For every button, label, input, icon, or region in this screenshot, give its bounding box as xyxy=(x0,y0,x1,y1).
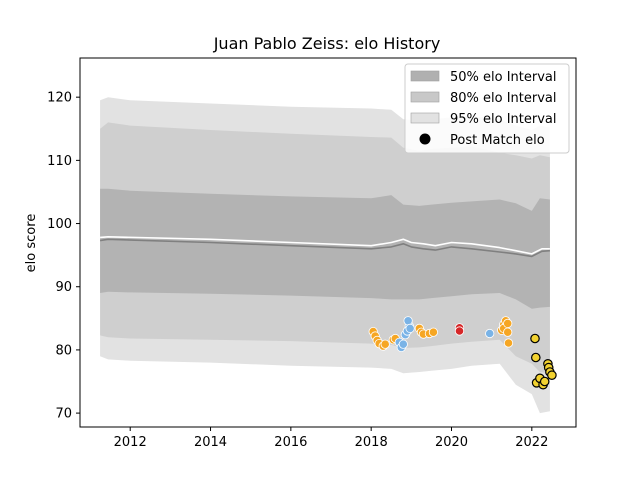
y-tick-label: 90 xyxy=(55,280,72,295)
x-tick-label: 2018 xyxy=(355,435,388,450)
y-tick-label: 110 xyxy=(47,154,72,169)
plot-frame xyxy=(79,57,577,428)
post-match-point xyxy=(403,316,413,326)
y-tick-label: 120 xyxy=(47,91,72,106)
chart-title: Juan Pablo Zeiss: elo History xyxy=(213,34,441,53)
post-match-point xyxy=(428,327,438,337)
legend-label: 95% elo Interval xyxy=(450,112,557,127)
legend-label: Post Match elo xyxy=(450,133,545,148)
legend-swatch xyxy=(410,91,440,103)
x-tick-label: 2014 xyxy=(194,435,227,450)
y-tick-label: 100 xyxy=(47,217,72,232)
post-match-point xyxy=(547,370,557,380)
y-tick-label: 80 xyxy=(55,343,72,358)
post-match-point xyxy=(405,323,415,333)
legend-label: 80% elo Interval xyxy=(450,91,557,106)
y-axis-label: elo score xyxy=(24,214,39,273)
band-50 xyxy=(100,188,550,309)
legend: 50% elo Interval 80% elo Interval 95% elo … xyxy=(404,63,570,154)
post-match-point xyxy=(454,326,465,336)
legend-swatch xyxy=(410,70,440,82)
elo-line-0 xyxy=(100,236,550,255)
legend-label: 50% elo Interval xyxy=(450,70,557,85)
legend-swatch xyxy=(410,112,440,124)
post-match-point xyxy=(530,352,541,363)
interval-bands xyxy=(100,97,550,414)
x-axis: 2012 2014 2016 2018 2020 2022 xyxy=(114,427,548,450)
post-match-point xyxy=(503,338,514,348)
x-tick-label: 2020 xyxy=(435,435,468,450)
legend-box xyxy=(404,63,570,154)
y-tick-label: 70 xyxy=(55,407,72,422)
post-match-point xyxy=(539,376,550,387)
post-match-points xyxy=(368,316,557,390)
post-match-point xyxy=(503,327,513,337)
post-match-point xyxy=(530,333,540,344)
elo-lines xyxy=(99,236,550,258)
x-tick-label: 2012 xyxy=(114,435,147,450)
elo-line-1 xyxy=(99,238,550,258)
x-tick-label: 2022 xyxy=(515,435,548,450)
post-match-point xyxy=(380,339,390,349)
y-axis: 70 80 90 100 110 120 xyxy=(47,91,80,422)
post-match-point xyxy=(485,328,495,339)
post-match-point xyxy=(398,339,408,349)
x-tick-label: 2016 xyxy=(274,435,307,450)
post-match-point xyxy=(503,318,513,328)
legend-marker xyxy=(419,133,431,145)
